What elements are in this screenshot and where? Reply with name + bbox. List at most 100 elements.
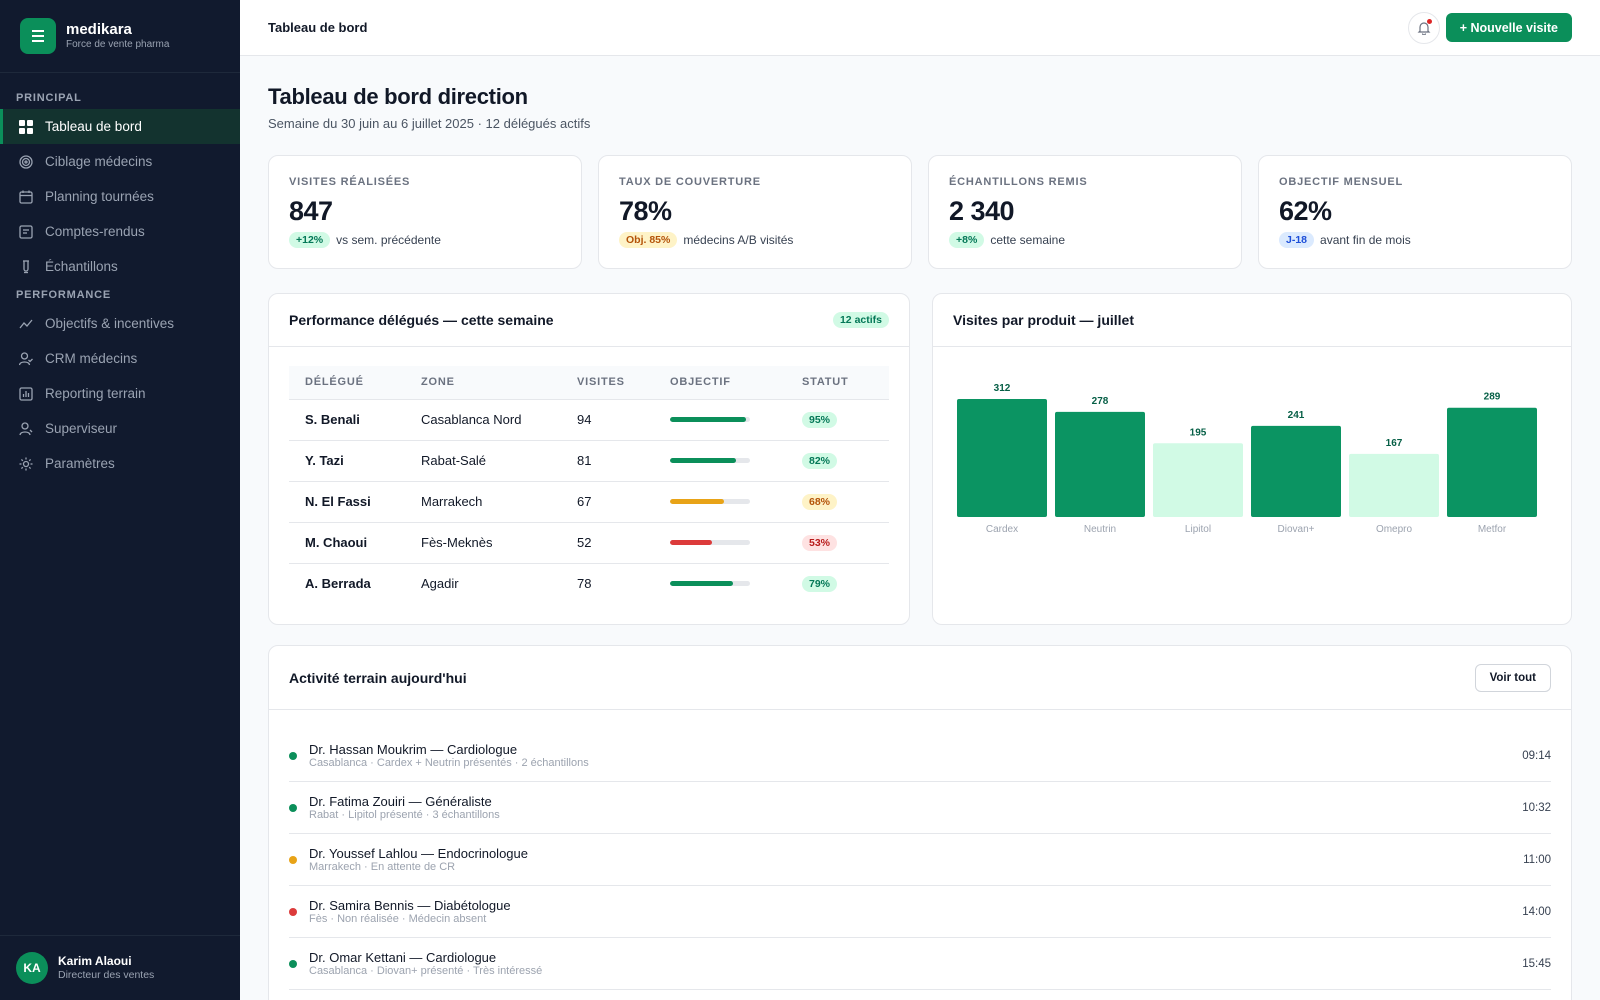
- progress-fill: [670, 458, 736, 463]
- bar-lipitol[interactable]: [1153, 443, 1243, 517]
- calendar-icon: [19, 190, 33, 204]
- kpi-value: 2 340: [949, 196, 1015, 226]
- activity-time: 11:00: [1523, 853, 1551, 866]
- kpi-label: VISITES RÉALISÉES: [289, 176, 411, 188]
- table-row[interactable]: N. El Fassi Marrakech 67 68%: [289, 481, 889, 523]
- list-item[interactable]: Dr. Samira Bennis — Diabétologue Fès · No…: [289, 886, 1551, 938]
- activity-time: 15:45: [1522, 957, 1551, 970]
- sidebar-item-crm[interactable]: CRM médecins: [0, 341, 240, 376]
- status-cell: 82%: [786, 440, 889, 482]
- performance-card: Performance délégués — cette semaine 12 …: [268, 293, 910, 625]
- list-item[interactable]: Dr. Hassan Moukrim — Cardiologue Casablan…: [289, 730, 1551, 782]
- sidebar-item-targeting[interactable]: Ciblage médecins: [0, 144, 240, 179]
- avatar: KA: [16, 952, 48, 984]
- delegate-name: M. Chaoui: [289, 522, 405, 564]
- brand[interactable]: medikara Force de vente pharma: [0, 0, 240, 73]
- list-item[interactable]: Dr. Fatima Zouiri — Généraliste Rabat · L…: [289, 782, 1551, 834]
- status-dot: [289, 855, 297, 864]
- sidebar-item-label: Échantillons: [45, 259, 118, 274]
- kpi-card-monthly-objective: OBJECTIF MENSUEL 62% J-18 avant fin de mo…: [1258, 155, 1572, 269]
- column-header[interactable]: STATUT: [786, 366, 889, 400]
- document-icon: [19, 224, 33, 239]
- column-header[interactable]: VISITES: [561, 366, 654, 400]
- kpi-note: avant fin de mois: [1320, 233, 1411, 247]
- activity-details: Rabat · Lipitol présenté · 3 échantillon…: [309, 808, 500, 821]
- status-dot: [289, 751, 297, 760]
- activity-title: Dr. Youssef Lahlou — Endocrinologue: [309, 845, 528, 861]
- active-count-badge: 12 actifs: [832, 312, 889, 328]
- sidebar-item-settings[interactable]: Paramètres: [0, 446, 240, 481]
- activity-details: Marrakech · En attente de CR: [309, 860, 456, 873]
- user-icon: [19, 421, 33, 436]
- delegate-visits: 78: [577, 576, 592, 592]
- sidebar-item-label: Objectifs & incentives: [45, 316, 175, 331]
- activity-time: 14:00: [1522, 905, 1551, 918]
- sidebar-item-label: Ciblage médecins: [45, 154, 153, 169]
- target-icon: [19, 154, 33, 169]
- table-row[interactable]: Y. Tazi Rabat-Salé 81 82%: [289, 440, 889, 482]
- sidebar-item-objectives[interactable]: Objectifs & incentives: [0, 306, 240, 341]
- status-cell: 95%: [786, 399, 889, 441]
- table-row[interactable]: A. Berrada Agadir 78 79%: [289, 563, 889, 604]
- user-check-icon: [19, 351, 33, 366]
- activity-card: Activité terrain aujourd'hui Voir tout D…: [268, 645, 1572, 1000]
- bar-neutrin[interactable]: [1055, 411, 1145, 517]
- kpi-value: 62%: [1279, 196, 1332, 226]
- kpi-badge: Obj. 85%: [619, 232, 678, 248]
- activity-details: Casablanca · Cardex + Neutrin présentés …: [309, 756, 589, 769]
- sidebar-item-reporting[interactable]: Reporting terrain: [0, 376, 240, 411]
- sidebar-item-dashboard[interactable]: Tableau de bord: [0, 109, 240, 144]
- data-label: 312: [994, 383, 1011, 394]
- bar-omepro[interactable]: [1349, 453, 1439, 517]
- objective-cell: [654, 522, 786, 564]
- column-header[interactable]: OBJECTIF: [654, 366, 786, 400]
- sidebar-item-samples[interactable]: Échantillons: [0, 249, 240, 284]
- progress-bar: [670, 499, 750, 504]
- user-profile[interactable]: KA Karim Alaoui Directeur des ventes: [0, 935, 240, 1000]
- new-visit-button[interactable]: + Nouvelle visite: [1445, 13, 1572, 42]
- kpi-note: cette semaine: [990, 233, 1066, 247]
- category-label: Omepro: [1376, 524, 1413, 535]
- delegate-name: S. Benali: [289, 399, 405, 441]
- topbar: Tableau de bord + Nouvelle visite: [240, 0, 1600, 56]
- status-badge: 53%: [802, 535, 838, 551]
- list-item[interactable]: Dr. Youssef Lahlou — Endocrinologue Marra…: [289, 834, 1551, 886]
- user-role: Directeur des ventes: [58, 969, 155, 981]
- progress-fill: [670, 581, 734, 587]
- chart-title: Visites par produit — juillet: [953, 312, 1134, 328]
- kpi-value: 78%: [619, 196, 672, 226]
- sidebar-item-supervisor[interactable]: Superviseur: [0, 411, 240, 446]
- objective-cell: [654, 399, 786, 441]
- bar-cardex[interactable]: [957, 399, 1047, 517]
- activity-list: Dr. Hassan Moukrim — Cardiologue Casablan…: [269, 710, 1571, 990]
- status-cell: 79%: [786, 563, 889, 604]
- status-dot: [289, 803, 297, 812]
- delegate-zone: Agadir: [421, 576, 459, 592]
- delegate-name: Y. Tazi: [289, 440, 405, 482]
- status-cell: 53%: [786, 522, 889, 564]
- sidebar: medikara Force de vente pharma PRINCIPAL…: [0, 0, 240, 1000]
- kpi-card-samples: ÉCHANTILLONS REMIS 2 340 +8% cette semain…: [928, 155, 1242, 269]
- list-item[interactable]: Dr. Omar Kettani — Cardiologue Casablanca…: [289, 938, 1551, 990]
- notifications-button[interactable]: [1408, 12, 1440, 44]
- category-label: Lipitol: [1185, 524, 1211, 535]
- activity-title: Dr. Samira Bennis — Diabétologue: [309, 897, 511, 913]
- sidebar-item-label: Superviseur: [45, 421, 118, 436]
- sidebar-item-planning[interactable]: Planning tournées: [0, 179, 240, 214]
- view-all-button[interactable]: Voir tout: [1474, 663, 1551, 692]
- column-header[interactable]: DÉLÉGUÉ: [289, 366, 405, 400]
- nav-section-performance: PERFORMANCE: [16, 289, 111, 301]
- delegate-zone: Fès-Meknès: [405, 522, 561, 564]
- table-row[interactable]: S. Benali Casablanca Nord 94 95%: [289, 399, 889, 441]
- table-row[interactable]: M. Chaoui Fès-Meknès 52 53%: [289, 522, 889, 564]
- bar-diovan[interactable]: [1251, 425, 1341, 517]
- performance-title: Performance délégués — cette semaine: [289, 312, 554, 328]
- kpi-card-coverage: TAUX DE COUVERTURE 78% Obj. 85% médecins …: [598, 155, 912, 269]
- bar-metfor[interactable]: [1447, 407, 1537, 517]
- column-header[interactable]: ZONE: [405, 366, 561, 400]
- sidebar-item-label: Tableau de bord: [45, 119, 142, 134]
- sidebar-item-label: Comptes-rendus: [45, 224, 145, 239]
- sidebar-item-reports[interactable]: Comptes-rendus: [0, 214, 240, 249]
- category-label: Neutrin: [1084, 524, 1116, 535]
- kpi-value: 847: [289, 196, 333, 226]
